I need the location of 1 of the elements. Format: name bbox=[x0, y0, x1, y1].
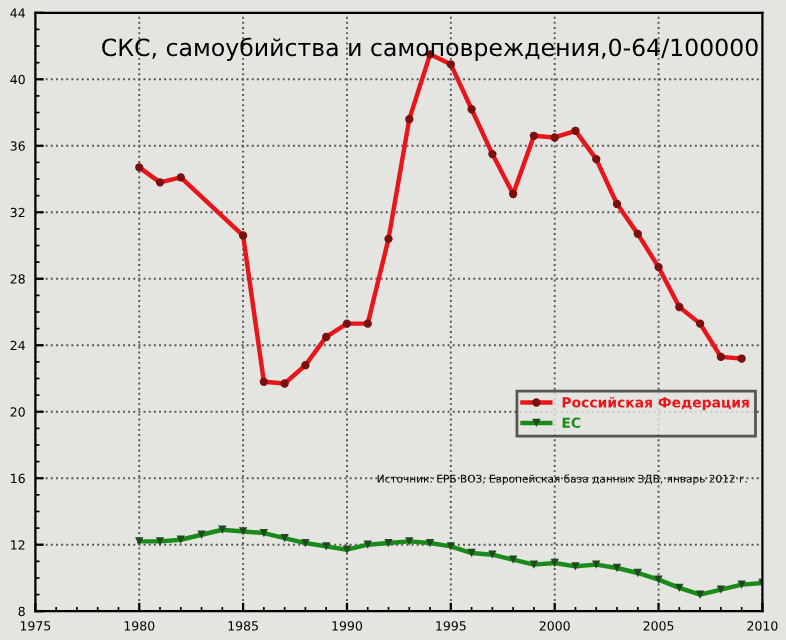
text: СКС, самоубийства и самоповреждения,0-64/100000 bbox=[102, 37, 758, 61]
